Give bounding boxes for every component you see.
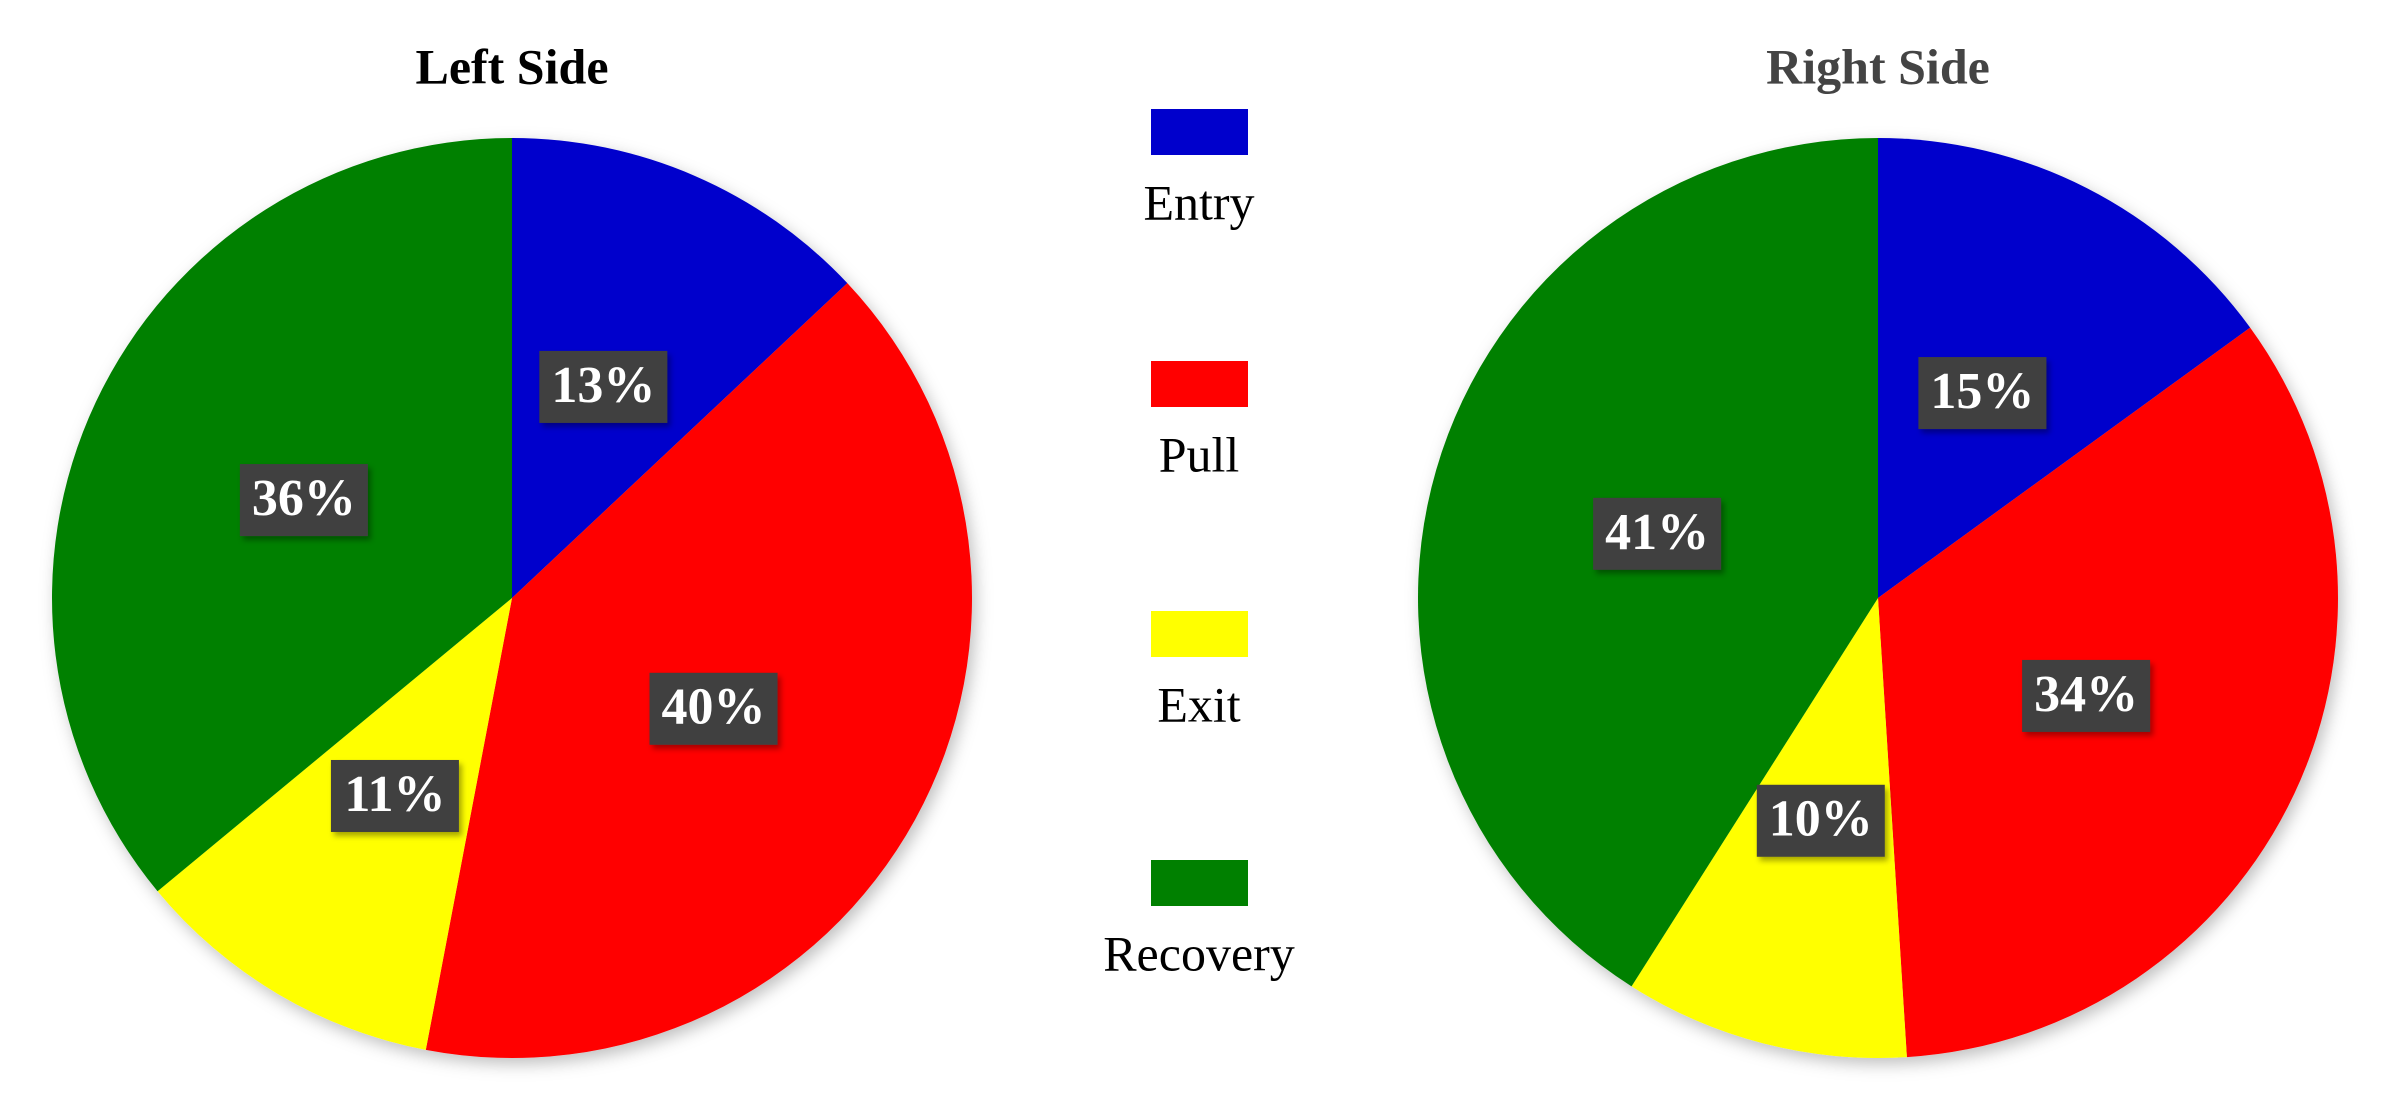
legend-swatch bbox=[1151, 109, 1248, 155]
chart-title: Left Side bbox=[415, 38, 608, 94]
value-label: 10% bbox=[1769, 791, 1873, 848]
pie-slice bbox=[425, 283, 972, 1058]
chart-title: Right Side bbox=[1766, 38, 1990, 94]
legend-swatch bbox=[1151, 611, 1248, 657]
pie bbox=[1418, 138, 2338, 1058]
value-label: 40% bbox=[662, 679, 766, 736]
legend-label: Pull bbox=[1159, 426, 1240, 482]
value-label-box bbox=[330, 759, 459, 832]
value-label-box bbox=[649, 672, 778, 745]
legend-swatch bbox=[1151, 361, 1248, 407]
legend-swatch bbox=[1151, 860, 1248, 906]
value-label: 41% bbox=[1605, 504, 1709, 561]
pie bbox=[52, 138, 972, 1058]
value-label: 11% bbox=[344, 766, 445, 823]
value-label-box bbox=[1918, 357, 2047, 430]
value-label-box bbox=[1593, 497, 1722, 570]
value-label-box bbox=[1756, 784, 1885, 857]
pie-slice bbox=[1878, 138, 2251, 598]
pie-slice bbox=[512, 138, 848, 598]
value-label-box bbox=[539, 350, 668, 423]
legend-label: Exit bbox=[1157, 676, 1240, 732]
value-label: 15% bbox=[1930, 363, 2034, 420]
value-label: 36% bbox=[252, 470, 356, 527]
value-label-box bbox=[239, 464, 368, 537]
legend-label: Entry bbox=[1143, 174, 1254, 230]
value-label: 34% bbox=[2034, 666, 2138, 723]
legend-label: Recovery bbox=[1103, 925, 1295, 981]
value-label-box bbox=[2022, 659, 2151, 732]
value-label: 13% bbox=[551, 357, 655, 414]
